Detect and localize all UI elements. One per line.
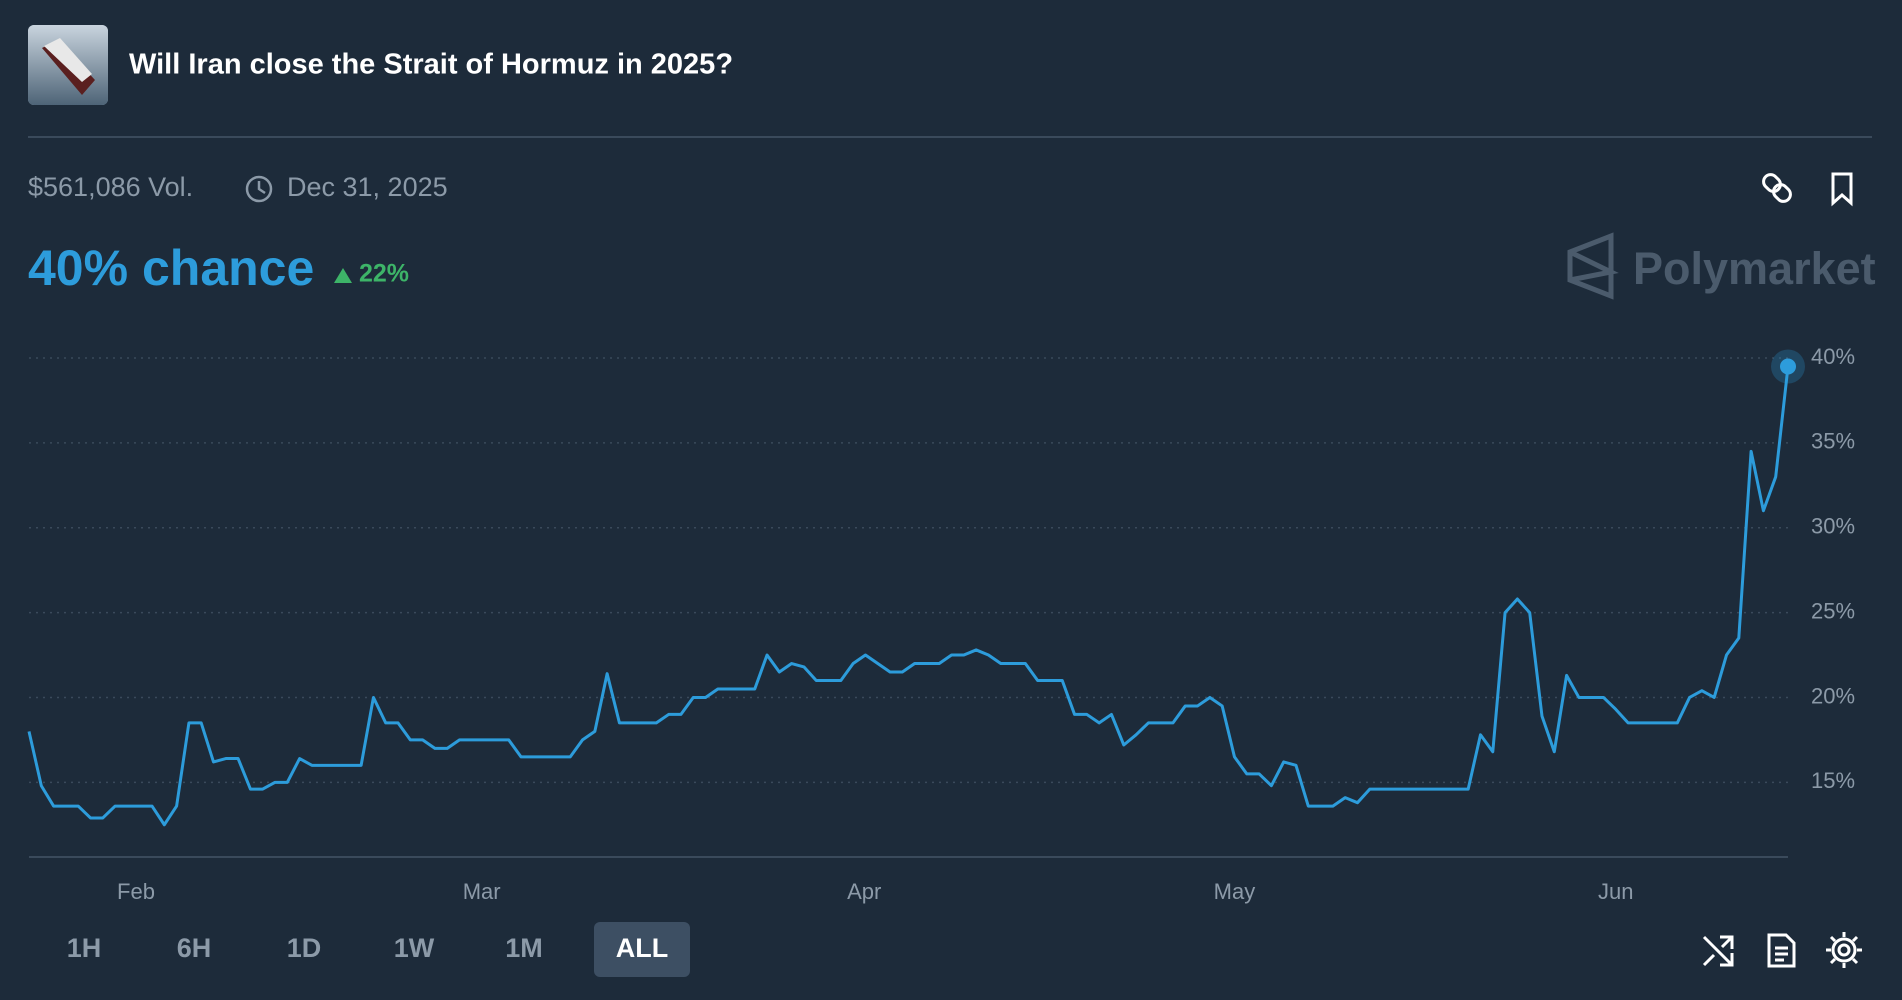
shuffle-button[interactable] (1702, 935, 1734, 967)
range-controls: 1H 6H 1D 1W 1M ALL (67, 922, 690, 977)
y-tick-label: 30% (1811, 514, 1855, 539)
range-button[interactable]: 1H (67, 933, 102, 963)
chance: 40% chance (28, 240, 314, 296)
y-tick-label: 15% (1811, 768, 1855, 793)
market-image (28, 25, 108, 105)
x-tick-label: Feb (117, 879, 155, 904)
range-button[interactable]: 1W (394, 933, 435, 963)
y-tick-label: 35% (1811, 429, 1855, 454)
end-point (1780, 358, 1796, 375)
bookmark-button[interactable] (1831, 172, 1853, 207)
x-tick-label: May (1214, 879, 1256, 904)
y-tick-label: 40% (1811, 344, 1855, 369)
market-title: Will Iran close the Strait of Hormuz in … (129, 49, 733, 81)
change: 22% (359, 260, 409, 288)
clock-icon (245, 175, 273, 203)
x-tick-label: Jun (1598, 879, 1633, 904)
y-tick-label: 20% (1811, 683, 1855, 708)
link-button[interactable] (1761, 172, 1794, 205)
brand: Polymarket (1633, 243, 1876, 294)
change-arrow (334, 268, 352, 283)
y-tick-label: 25% (1811, 598, 1855, 623)
range-button[interactable]: ALL (616, 933, 668, 963)
range-button[interactable]: 6H (177, 933, 212, 963)
price-line (27, 366, 1790, 827)
end-date: Dec 31, 2025 (287, 172, 448, 202)
range-button[interactable]: 1D (287, 933, 322, 963)
notes-button[interactable] (1767, 933, 1796, 968)
range-active-bg (594, 922, 690, 977)
x-tick-label: Mar (463, 879, 501, 904)
volume: $561,086 Vol. (28, 172, 193, 202)
brand-logo (1567, 232, 1619, 300)
x-tick-label: Apr (847, 879, 881, 904)
settings-button[interactable] (1826, 932, 1862, 968)
range-button[interactable]: 1M (505, 933, 543, 963)
